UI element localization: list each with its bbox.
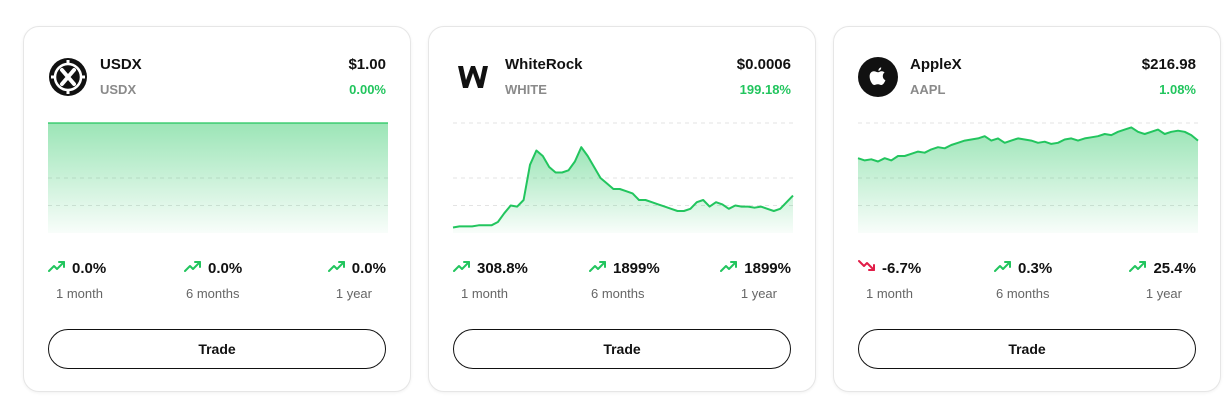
stat-1-month: 0.0% 1 month xyxy=(48,259,158,301)
stat-value: 1899% xyxy=(613,259,660,277)
stat-1-year: 25.4% 1 year xyxy=(1086,259,1196,301)
asset-card-applex: AppleX AAPL $216.98 1.08% -6.7% 1 month … xyxy=(833,26,1221,392)
price-chart xyxy=(452,122,794,233)
performance-stats: 308.8% 1 month 1899% 6 months 1899% 1 ye… xyxy=(453,259,791,307)
stat-value: -6.7% xyxy=(882,259,922,277)
stat-1-year: 0.0% 1 year xyxy=(276,259,386,301)
stat-1-month: 308.8% 1 month xyxy=(453,259,563,301)
asset-price: $1.00 xyxy=(348,56,386,73)
stat-value: 1899% xyxy=(744,259,791,277)
stat-6-months: 1899% 6 months xyxy=(589,259,699,301)
trending-up-icon xyxy=(453,259,471,277)
area-fill xyxy=(48,123,388,233)
stat-1-year: 1899% 1 year xyxy=(681,259,791,301)
trade-button[interactable]: Trade xyxy=(453,329,791,369)
trending-up-icon xyxy=(327,259,346,277)
performance-stats: -6.7% 1 month 0.3% 6 months 25.4% 1 year xyxy=(858,259,1196,307)
trending-up-icon xyxy=(720,259,738,277)
asset-symbol: AAPL xyxy=(910,82,946,97)
stat-6-months: 0.3% 6 months xyxy=(994,259,1104,301)
usdx-x-logo-icon xyxy=(48,57,88,97)
area-chart-svg xyxy=(48,122,388,233)
price-line xyxy=(857,126,1199,163)
asset-price: $0.0006 xyxy=(736,56,791,73)
asset-name: AppleX xyxy=(910,56,962,73)
trending-up-icon xyxy=(994,259,1012,277)
trending-up-icon xyxy=(184,259,202,277)
area-chart-svg xyxy=(452,122,794,233)
apple-logo-icon xyxy=(858,57,898,97)
stat-value: 308.8% xyxy=(477,259,528,277)
asset-price: $216.98 xyxy=(1141,56,1196,73)
stat-label: 1 month xyxy=(461,286,508,301)
card-header: WhiteRock WHITE $0.0006 199.18% xyxy=(453,55,791,99)
trending-up-icon xyxy=(1129,259,1147,277)
stat-6-months: 0.0% 6 months xyxy=(184,259,294,301)
card-header: USDX USDX $1.00 0.00% xyxy=(48,55,386,99)
card-header: AppleX AAPL $216.98 1.08% xyxy=(858,55,1196,99)
asset-change: 199.18% xyxy=(739,82,791,97)
trending-down-icon xyxy=(858,259,876,277)
trade-button[interactable]: Trade xyxy=(48,329,386,369)
trending-up-icon xyxy=(48,259,66,277)
stat-value: 0.0% xyxy=(72,259,107,277)
stat-label: 1 year xyxy=(335,286,372,301)
asset-card-whiterock: WhiteRock WHITE $0.0006 199.18% 308.8% 1… xyxy=(428,26,816,392)
asset-name: USDX xyxy=(100,56,142,73)
stat-label: 6 months xyxy=(186,286,240,301)
area-chart-svg xyxy=(857,122,1199,233)
stat-label: 6 months xyxy=(591,286,645,301)
asset-change: 1.08% xyxy=(1159,82,1196,97)
asset-card-usdx: USDX USDX $1.00 0.00% 0.0% 1 month 0.0% … xyxy=(23,26,411,392)
stat-value: 0.0% xyxy=(208,259,243,277)
stat-label: 1 year xyxy=(740,286,777,301)
stat-1-month: -6.7% 1 month xyxy=(858,259,968,301)
asset-change: 0.00% xyxy=(349,82,386,97)
trending-up-icon xyxy=(589,259,607,277)
price-chart xyxy=(857,122,1199,233)
trade-button[interactable]: Trade xyxy=(858,329,1196,369)
asset-symbol: WHITE xyxy=(505,82,547,97)
stat-label: 1 month xyxy=(56,286,103,301)
area-fill xyxy=(858,127,1198,233)
stat-label: 1 year xyxy=(1145,286,1182,301)
price-line xyxy=(452,146,794,229)
stat-label: 1 month xyxy=(866,286,913,301)
whiterock-w-logo-icon xyxy=(453,57,493,97)
stat-value: 0.0% xyxy=(351,259,386,277)
stat-label: 6 months xyxy=(996,286,1050,301)
price-chart xyxy=(48,122,388,233)
asset-name: WhiteRock xyxy=(505,56,583,73)
stat-value: 0.3% xyxy=(1018,259,1053,277)
performance-stats: 0.0% 1 month 0.0% 6 months 0.0% 1 year xyxy=(48,259,386,307)
asset-symbol: USDX xyxy=(100,82,137,97)
stat-value: 25.4% xyxy=(1153,259,1196,277)
